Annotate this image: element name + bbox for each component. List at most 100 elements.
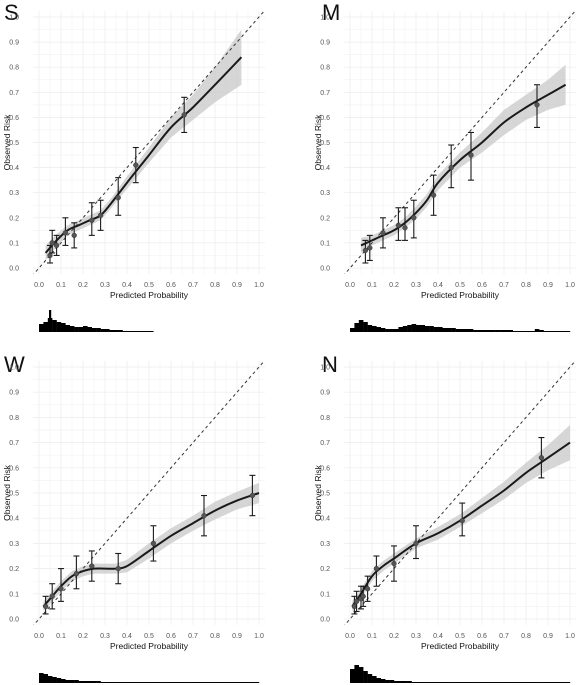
histogram-bar xyxy=(407,681,412,683)
x-tick-label: 0.0 xyxy=(34,282,44,289)
observed-point xyxy=(62,230,69,236)
x-tick-label: 0.2 xyxy=(78,282,88,289)
calibration-curve xyxy=(44,56,243,254)
y-tick-label: 0.9 xyxy=(320,40,330,47)
observed-point xyxy=(89,563,95,569)
histogram-bar xyxy=(455,329,461,332)
x-tick-label: 0.9 xyxy=(232,633,242,640)
y-tick-label: 0.9 xyxy=(9,390,19,397)
histogram-bar xyxy=(521,682,527,683)
x-tick-label: 0.7 xyxy=(499,282,509,289)
histogram-bar xyxy=(561,331,566,332)
y-tick-label: 0.4 xyxy=(9,516,19,523)
x-tick-label: 0.2 xyxy=(389,282,399,289)
histogram-bar xyxy=(96,681,101,683)
observed-point xyxy=(380,230,386,236)
histogram-bar xyxy=(556,331,562,332)
histogram-bar xyxy=(74,327,79,332)
y-tick-label: 0.1 xyxy=(9,240,19,247)
histogram-bar xyxy=(433,327,439,332)
x-tick-label: 0.3 xyxy=(411,633,421,640)
observed-point xyxy=(133,162,139,168)
histogram-bar xyxy=(61,323,66,332)
observed-point xyxy=(73,570,80,577)
histogram-bar xyxy=(429,326,434,332)
histogram-bar xyxy=(499,330,505,332)
histogram xyxy=(350,320,571,332)
confidence-band xyxy=(352,425,570,612)
histogram-bar xyxy=(486,682,491,683)
observed-point xyxy=(538,455,545,461)
histogram-bar xyxy=(109,330,114,332)
x-tick-label: 0.1 xyxy=(367,282,377,289)
observed-point xyxy=(360,593,366,599)
histogram-bar xyxy=(83,681,88,683)
reference-diagonal xyxy=(33,361,265,625)
y-tick-label: 0.9 xyxy=(320,390,330,397)
y-axis-title: Observed Risk xyxy=(313,114,323,170)
histogram-bar xyxy=(508,330,513,332)
histogram-bar xyxy=(490,682,496,683)
histogram-bar xyxy=(201,682,207,683)
histogram-bar xyxy=(460,682,465,683)
histogram-bar xyxy=(69,680,75,683)
histogram-bar xyxy=(131,682,136,683)
histogram-bar xyxy=(65,325,70,332)
x-axis-title: Predicted Probability xyxy=(110,641,189,651)
grouped-points xyxy=(362,84,540,264)
histogram-bar xyxy=(504,330,509,332)
y-tick-label: 0.6 xyxy=(320,465,330,472)
histogram-bar xyxy=(552,331,557,332)
reference-diagonal xyxy=(344,11,576,274)
y-tick-label: 0.5 xyxy=(9,491,19,498)
y-axis-title: Observed Risk xyxy=(2,464,12,520)
histogram-bar xyxy=(354,665,359,683)
y-tick-label: 0.6 xyxy=(9,465,19,472)
histogram-bar xyxy=(250,682,255,683)
y-tick-label: 0.9 xyxy=(9,40,19,47)
observed-point xyxy=(411,215,417,221)
observed-point xyxy=(367,245,373,251)
histogram-bar xyxy=(223,682,229,683)
y-tick-label: 0.7 xyxy=(320,90,330,97)
histogram-bar xyxy=(193,682,198,683)
histogram-bar xyxy=(56,322,62,332)
observed-point xyxy=(201,513,207,519)
x-axis-title: Predicted Probability xyxy=(421,290,500,300)
histogram-bar xyxy=(245,682,251,683)
panel-m: M 0.0 0.1 0.2 0.3 0.4 0.5 0.6 0.7 0.8 0.9 1.0 0.0 0.1… xyxy=(313,0,576,332)
panel-w: W 0.0 0.1 0.2 0.3 0.4 0.5 0.6 0.7 0.8 0.9 1.0 0.0 0.1… xyxy=(2,352,265,683)
y-tick-label: 0.4 xyxy=(320,516,330,523)
y-tick-label: 0.3 xyxy=(320,541,330,548)
histogram-bar xyxy=(402,326,408,332)
x-tick-label: 0.2 xyxy=(389,633,399,640)
x-tick-label: 0.9 xyxy=(543,633,553,640)
x-tick-label: 0.0 xyxy=(345,282,355,289)
x-tick-label: 0.6 xyxy=(166,633,176,640)
observed-point xyxy=(53,242,60,249)
observed-point xyxy=(373,565,380,572)
calibration-curve xyxy=(351,441,571,607)
histogram-bar xyxy=(526,682,531,683)
x-tick-label: 0.7 xyxy=(499,633,509,640)
histogram-bar xyxy=(534,682,540,683)
histogram-bar xyxy=(495,682,500,683)
observed-point xyxy=(150,540,157,547)
histogram-bar xyxy=(398,327,403,332)
plot-area xyxy=(344,361,576,625)
grouped-points xyxy=(47,96,188,264)
histogram-bar xyxy=(389,680,395,683)
histogram-bar xyxy=(127,682,132,683)
tick-labels: 0.0 0.1 0.2 0.3 0.4 0.5 0.6 0.7 0.8 0.9 1.0 0.0 0.1 0… xyxy=(320,365,575,641)
y-tick-label: 0.4 xyxy=(320,165,330,172)
histogram-bar xyxy=(83,326,88,332)
x-tick-label: 0.2 xyxy=(78,633,88,640)
histogram-bar xyxy=(539,682,544,683)
histogram-bar xyxy=(424,326,430,332)
y-tick-label: 0.2 xyxy=(320,215,330,222)
x-tick-label: 0.6 xyxy=(477,633,487,640)
histogram-bar xyxy=(561,682,566,683)
histogram-bar xyxy=(52,677,57,683)
histogram-bar xyxy=(442,682,447,683)
